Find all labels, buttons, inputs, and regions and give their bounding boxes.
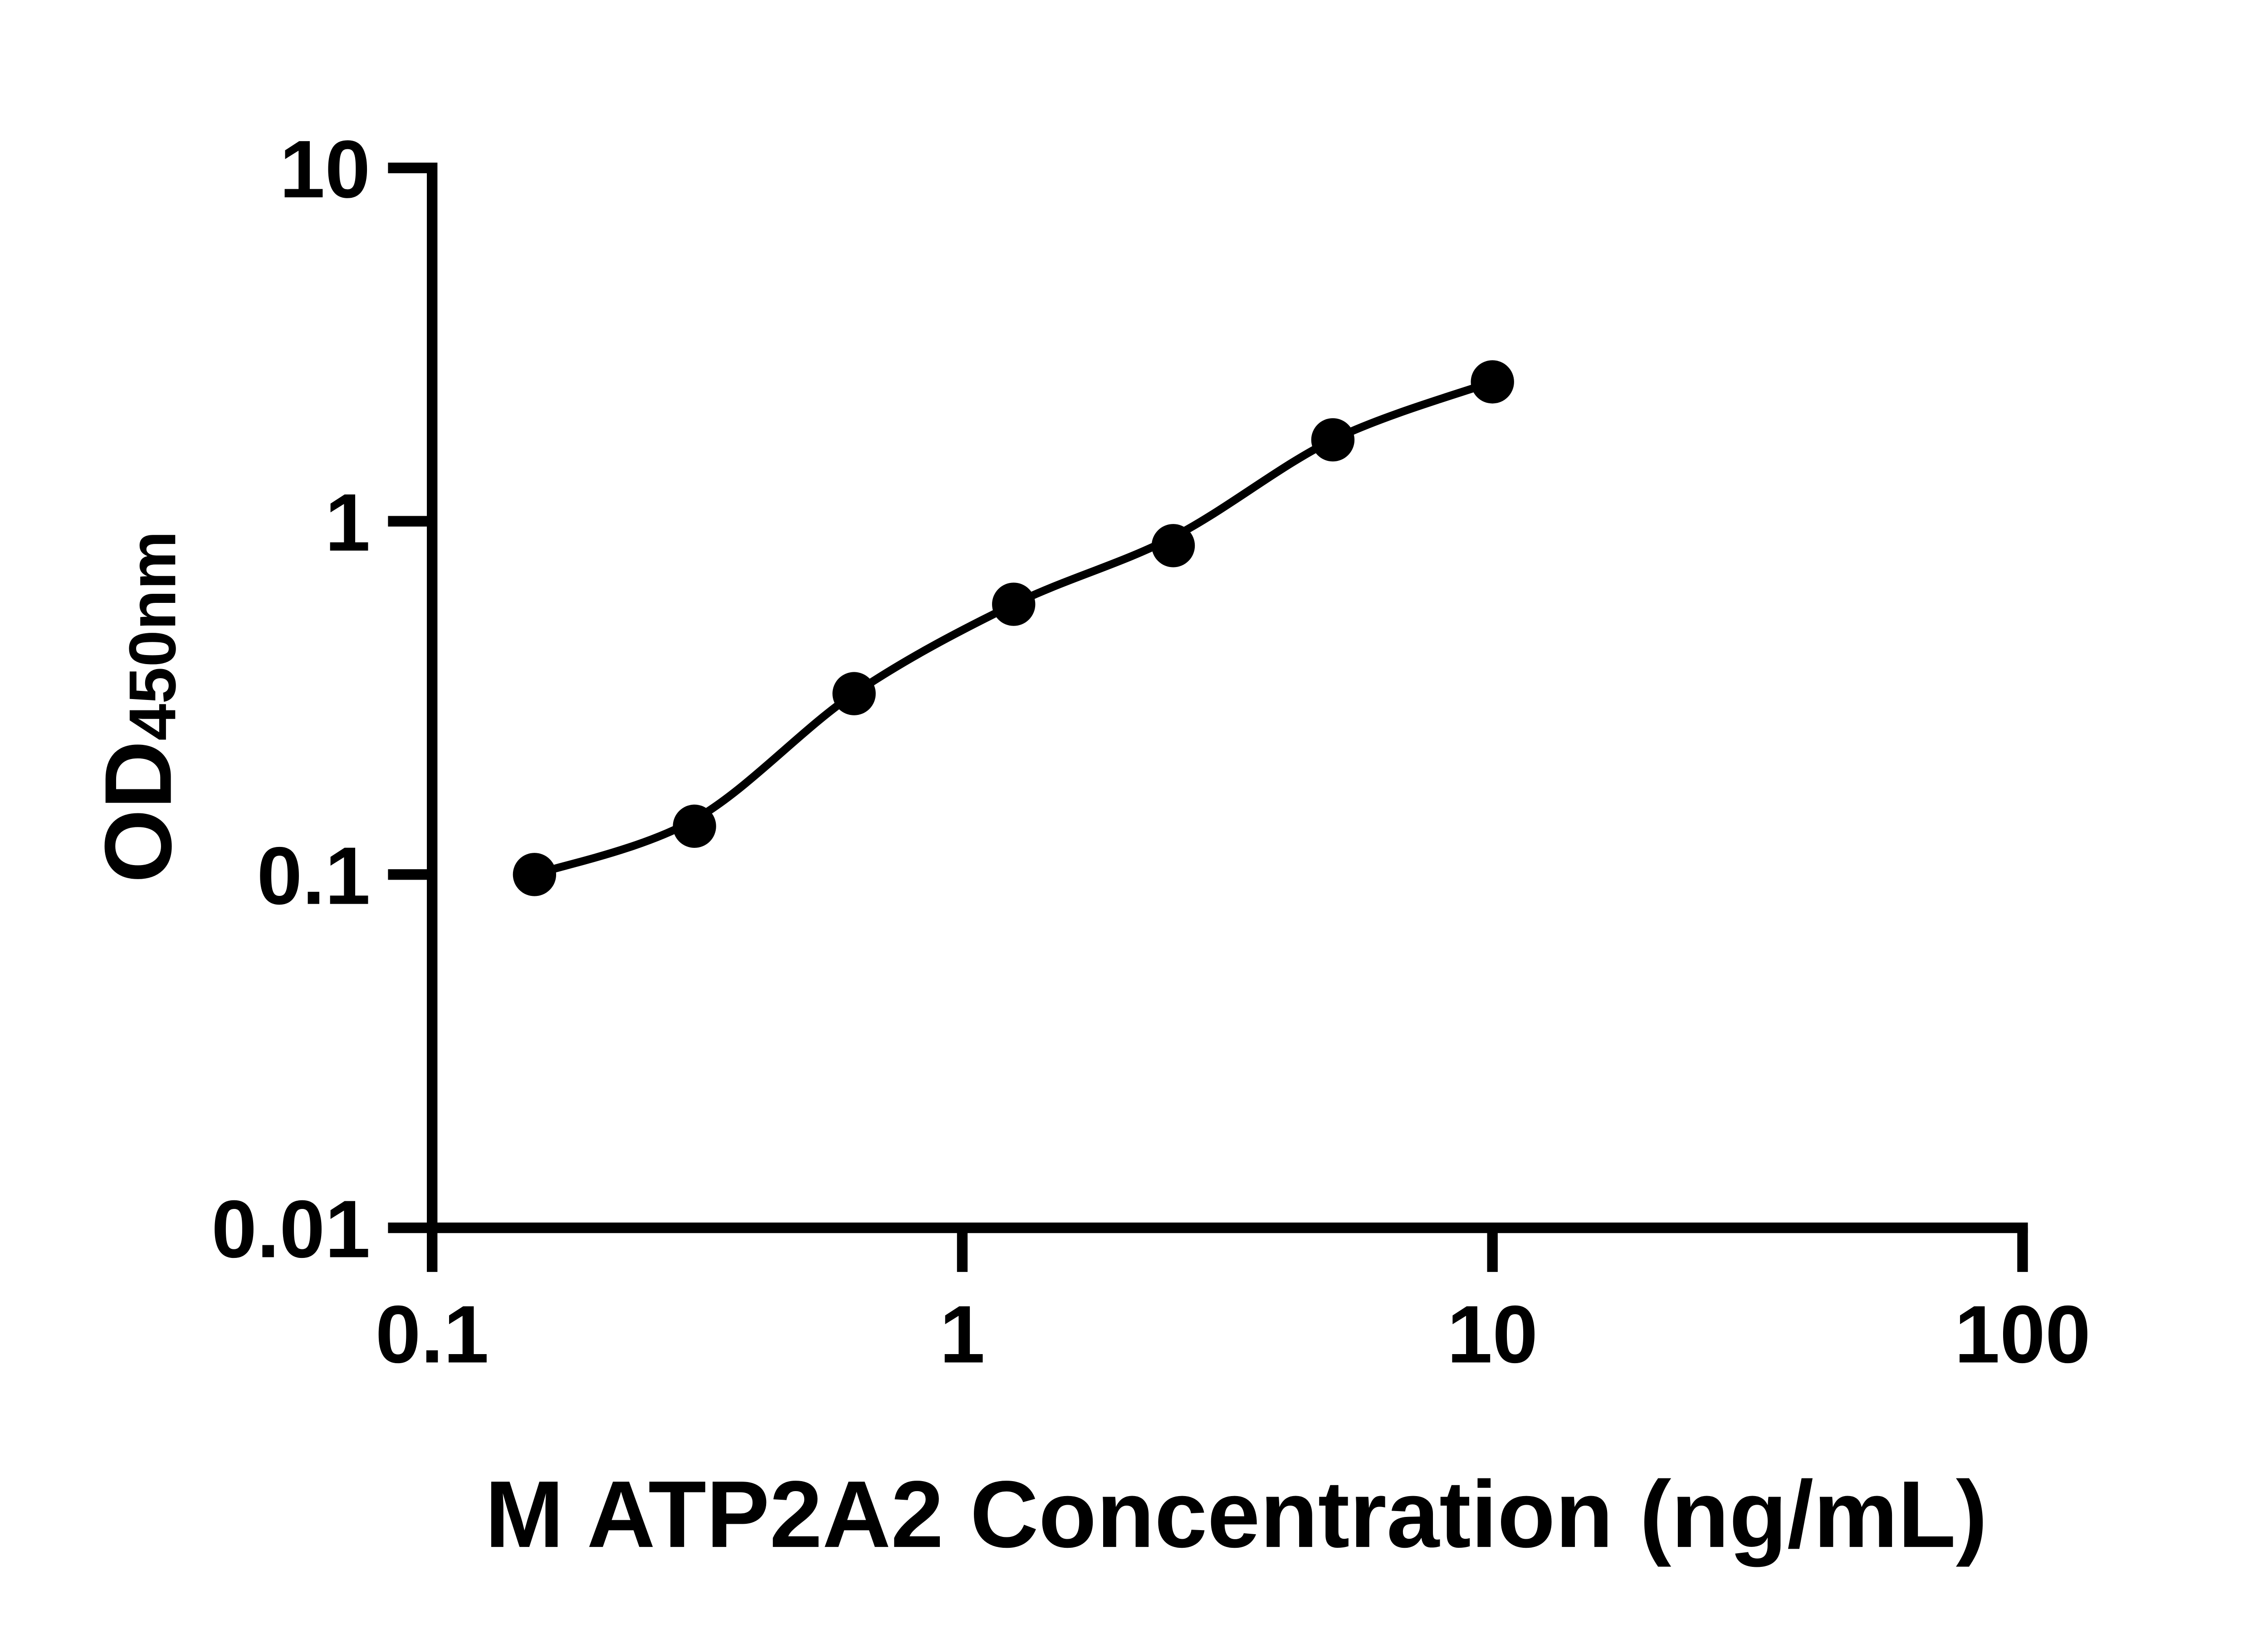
y-tick-label-0.01: 0.01	[211, 1184, 370, 1275]
data-point-5	[1151, 524, 1195, 567]
data-point-3	[832, 672, 876, 716]
x-tick-label-1: 1	[939, 1289, 985, 1380]
x-axis-title: M ATP2A2 Concentration (ng/mL)	[485, 1462, 1988, 1567]
y-axis-title: OD450nm	[86, 531, 191, 883]
fit-curve	[530, 378, 1496, 879]
x-tick-label-100: 100	[1955, 1289, 2091, 1380]
y-tick-label-1: 1	[325, 477, 370, 568]
data-point-1	[513, 853, 557, 896]
data-point-6	[1311, 418, 1355, 462]
y-tick-label-10: 10	[279, 124, 370, 215]
x-tick-label-10: 10	[1447, 1289, 1538, 1380]
data-point-7	[1471, 360, 1514, 404]
y-tick-label-0.1: 0.1	[257, 831, 370, 922]
data-point-4	[992, 582, 1036, 626]
x-tick-label-0.1: 0.1	[376, 1289, 489, 1380]
data-point-2	[673, 804, 716, 848]
